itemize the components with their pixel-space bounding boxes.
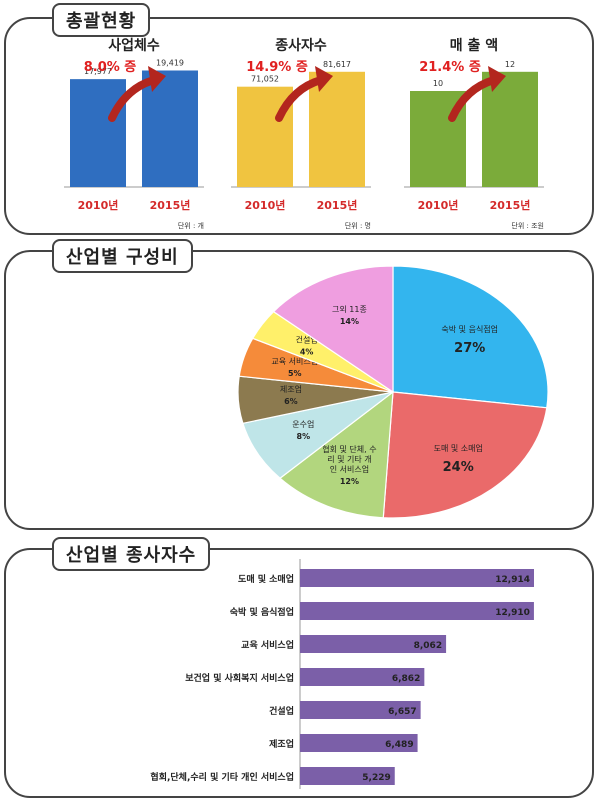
chart-title: 매 출 액: [450, 37, 498, 54]
hbar-category-label: 교육 서비스업: [241, 639, 294, 651]
employees-panel: [4, 548, 594, 798]
hbar-category-label: 협회,단체,수리 및 기타 개인 서비스업: [150, 771, 294, 783]
slice-value-label: 14%: [340, 317, 359, 326]
hbar: [300, 701, 421, 719]
hbar-value-label: 12,914: [495, 575, 530, 585]
hbar-value-label: 12,910: [495, 608, 530, 618]
hbar-category-label: 제조업: [269, 738, 294, 750]
summary-charts: 사업체수 17,977 2010년 19,419 2015년 8.0% 증단위 : 개 종사…: [64, 37, 544, 230]
growth-arrow-icon: [275, 76, 325, 122]
pie-slice: [272, 265, 394, 394]
hbar: [300, 635, 447, 653]
bar: [70, 79, 126, 187]
pie-chart: 숙박 및 음식점업 27% 도매 및 소매업 24% 협회 및 단체, 수리 및 기타 …: [237, 265, 549, 519]
category-label: 2010년: [245, 198, 286, 212]
hbar-value-label: 6,489: [385, 740, 413, 750]
bar: [482, 71, 538, 187]
hbar-value-label: 6,862: [392, 674, 420, 684]
hbar-value-label: 6,657: [388, 707, 416, 717]
growth-arrow-icon: [448, 76, 498, 122]
slice-value-label: 12%: [340, 477, 359, 486]
composition-title: 산업별 구성비: [52, 239, 193, 273]
slice-label: 숙박 및 음식점업: [441, 324, 498, 334]
slice-value-label: 24%: [443, 460, 474, 475]
arrow-head-icon: [488, 66, 506, 92]
hbar-category-label: 건설업: [269, 705, 294, 717]
hbar-value-label: 5,229: [362, 773, 390, 783]
unit-note: 단위 : 조원: [511, 221, 544, 230]
pie-slice: [279, 390, 394, 519]
category-label: 2010년: [418, 198, 459, 212]
category-label: 2015년: [490, 198, 531, 212]
pie-slice: [392, 265, 549, 409]
slice-label: 리 및 기타 개: [327, 454, 371, 464]
slice-value-label: 5%: [288, 369, 302, 378]
hbar-category-label: 보건업 및 사회복지 서비스업: [185, 672, 294, 684]
hbar-chart: 도매 및 소매업 12,914 숙박 및 음식점업 12,910 교육 서비스업 8,06…: [150, 559, 534, 789]
hbar: [300, 734, 418, 752]
employees-title: 산업별 종사자수: [52, 537, 211, 571]
slice-label: 도매 및 소매업: [434, 443, 483, 453]
hbar-category-label: 숙박 및 음식점업: [230, 606, 294, 618]
chart-title: 사업체수: [108, 38, 160, 54]
hbar: [300, 668, 425, 686]
hbar-value-label: 8,062: [414, 641, 442, 651]
category-label: 2010년: [78, 198, 119, 212]
arrow-head-icon: [148, 66, 166, 92]
slice-value-label: 4%: [300, 347, 314, 356]
growth-label: 8.0% 증: [84, 60, 137, 75]
growth-arrow-icon: [108, 76, 158, 122]
chart-title: 종사자수: [275, 38, 327, 54]
slice-label: 그외 11종: [332, 304, 367, 314]
category-label: 2015년: [150, 198, 191, 212]
hbar: [300, 602, 534, 620]
slice-value-label: 6%: [284, 397, 298, 406]
hbar-category-label: 도매 및 소매업: [238, 573, 294, 585]
slice-label: 건설업: [296, 334, 318, 344]
summary-title: 총괄현황: [52, 3, 151, 37]
category-label: 2015년: [317, 198, 358, 212]
arrow-head-icon: [315, 66, 333, 92]
slice-label: 인 서비스업: [330, 464, 369, 474]
pie-slice: [382, 391, 548, 519]
bar-value-label: 17,977: [84, 67, 112, 76]
bar-value-label: 81,617: [323, 60, 351, 69]
hbar: [300, 767, 395, 785]
bar: [142, 70, 198, 187]
bar-value-label: 19,419: [156, 58, 184, 67]
unit-note: 단위 : 개: [178, 221, 204, 230]
slice-label: 교육 서비스업: [271, 357, 318, 366]
slice-value-label: 8%: [297, 432, 311, 441]
slice-label: 협회 및 단체, 수: [322, 444, 376, 454]
growth-label: 14.9% 증: [246, 60, 308, 75]
bar-value-label: 71,052: [251, 75, 279, 84]
hbar: [300, 569, 534, 587]
bar: [309, 71, 365, 187]
unit-note: 단위 : 명: [345, 221, 371, 230]
slice-label: 운수업: [292, 420, 314, 429]
bar-value-label: 10: [433, 79, 443, 88]
bar-value-label: 12: [505, 60, 515, 69]
growth-label: 21.4% 증: [419, 60, 481, 75]
slice-label: 제조업: [280, 385, 302, 394]
slice-value-label: 27%: [454, 341, 485, 356]
